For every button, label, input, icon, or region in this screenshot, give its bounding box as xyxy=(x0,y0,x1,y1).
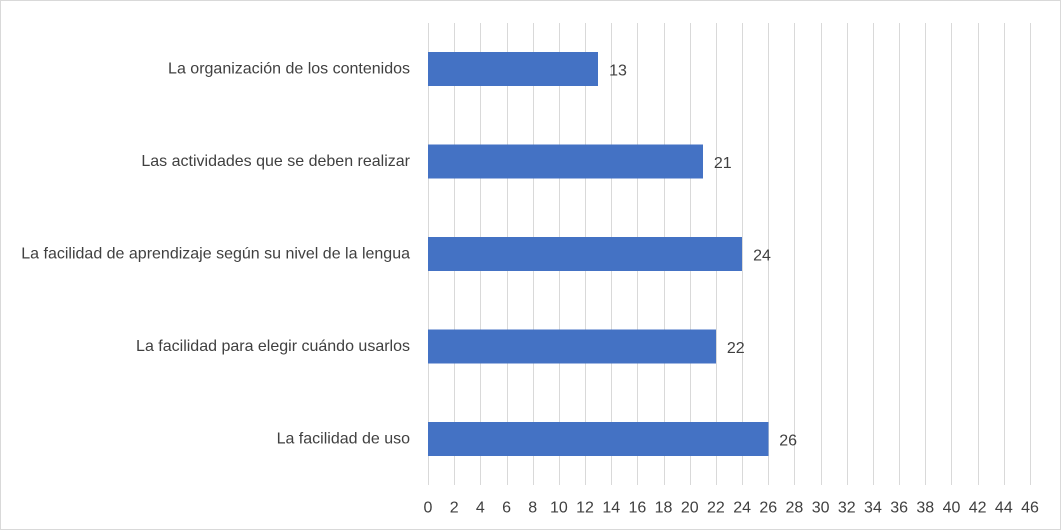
x-tick-label-34: 34 xyxy=(864,500,882,517)
x-tick-label-16: 16 xyxy=(628,500,646,517)
x-tick-label-12: 12 xyxy=(576,500,594,517)
x-tick-label-44: 44 xyxy=(995,500,1013,517)
data-label-3: 24 xyxy=(753,248,771,265)
data-label-5: 26 xyxy=(779,432,797,449)
x-tick-label-8: 8 xyxy=(528,500,537,517)
category-label-3: La facilidad de aprendizaje según su niv… xyxy=(21,246,410,263)
x-tick-label-28: 28 xyxy=(786,500,804,517)
x-tick-label-32: 32 xyxy=(838,500,856,517)
x-tick-label-24: 24 xyxy=(733,500,751,517)
x-tick-label-6: 6 xyxy=(502,500,511,517)
bar-3 xyxy=(428,237,743,271)
x-tick-label-0: 0 xyxy=(424,500,433,517)
x-tick-label-14: 14 xyxy=(602,500,620,517)
bar-4 xyxy=(428,329,716,364)
category-labels: La organización de los contenidos Las act… xyxy=(21,61,410,448)
category-label-5: La facilidad de uso xyxy=(277,430,411,447)
gridlines xyxy=(428,23,1031,485)
bar-5 xyxy=(428,421,769,456)
x-tick-label-42: 42 xyxy=(969,500,987,517)
x-tick-label-36: 36 xyxy=(890,500,908,517)
x-tick-label-40: 40 xyxy=(943,500,961,517)
category-label-1: La organización de los contenidos xyxy=(168,61,410,78)
category-label-2: Las actividades que se deben realizar xyxy=(141,153,410,170)
data-label-4: 22 xyxy=(727,340,745,357)
x-tick-label-26: 26 xyxy=(759,500,777,517)
x-tick-label-22: 22 xyxy=(707,500,725,517)
data-label-1: 13 xyxy=(609,63,627,80)
category-label-4: La facilidad para elegir cuándo usarlos xyxy=(136,338,410,355)
x-tick-label-46: 46 xyxy=(1021,500,1039,517)
x-tick-label-10: 10 xyxy=(550,500,568,517)
x-tick-label-30: 30 xyxy=(812,500,830,517)
x-tick-label-20: 20 xyxy=(681,500,699,517)
x-tick-label-2: 2 xyxy=(450,500,459,517)
x-tick-label-4: 4 xyxy=(476,500,485,517)
bars xyxy=(428,52,769,456)
x-tick-label-38: 38 xyxy=(916,500,934,517)
x-tick-label-18: 18 xyxy=(655,500,673,517)
data-label-2: 21 xyxy=(714,155,732,172)
x-axis-tick-labels: 0 2 4 6 8 10 12 14 16 18 20 22 24 26 28 30 32 34 36 38 40 42 4… xyxy=(424,500,1039,517)
bar-1 xyxy=(428,52,599,87)
data-labels: 13 21 24 22 26 xyxy=(609,63,797,450)
bar-2 xyxy=(428,144,703,179)
